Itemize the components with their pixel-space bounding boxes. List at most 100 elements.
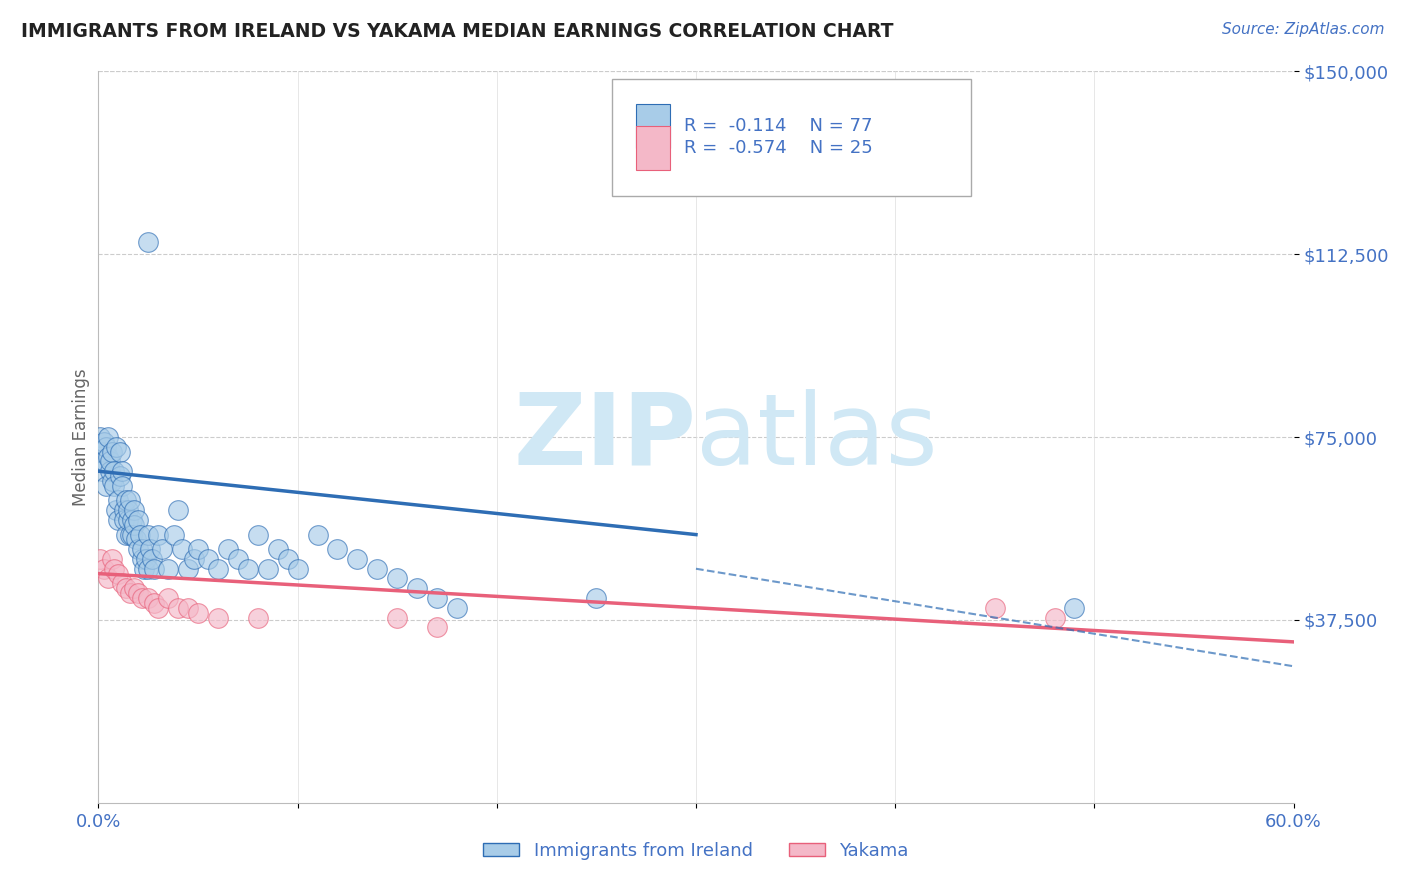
Text: IMMIGRANTS FROM IRELAND VS YAKAMA MEDIAN EARNINGS CORRELATION CHART: IMMIGRANTS FROM IRELAND VS YAKAMA MEDIAN… [21,22,894,41]
Point [187,542,209,557]
Point [103,464,125,478]
Point [157,591,180,605]
Point [136,235,159,249]
Point [167,600,190,615]
Point [366,562,388,576]
Point [127,513,149,527]
Point [115,581,138,595]
Point [172,542,194,557]
Point [111,576,134,591]
Point [385,572,409,586]
Point [197,552,219,566]
Point [148,527,170,541]
Point [98,454,122,468]
Point [131,591,153,605]
Point [110,469,132,483]
Point [96,440,118,454]
Point [246,610,269,624]
Point [177,600,200,615]
Point [150,542,173,557]
Point [111,479,134,493]
Point [267,542,290,557]
Point [121,513,143,527]
Point [101,474,124,488]
Point [157,562,180,576]
Point [107,493,129,508]
Point [1063,600,1085,615]
Point [112,513,135,527]
Point [124,503,146,517]
Point [120,493,142,508]
Point [307,527,329,541]
Text: atlas: atlas [696,389,938,485]
Point [585,591,607,605]
Point [93,562,115,576]
Point [101,552,124,566]
Point [120,586,142,600]
Point [131,542,153,557]
Text: R =  -0.574    N = 25: R = -0.574 N = 25 [685,139,873,157]
Point [287,562,309,576]
Point [111,464,134,478]
Point [207,562,229,576]
Point [124,517,146,532]
Point [346,552,368,566]
Point [167,503,190,517]
Point [984,600,1007,615]
Point [236,562,259,576]
Point [101,444,124,458]
Point [125,533,148,547]
Point [107,566,129,581]
Point [141,552,163,566]
Point [117,513,139,527]
Point [127,586,149,600]
Point [426,591,449,605]
Point [124,581,146,595]
Point [107,513,129,527]
Point [246,527,269,541]
Point [143,596,166,610]
Point [277,552,299,566]
Point [136,591,159,605]
Point [93,454,115,468]
Point [89,430,111,444]
Point [131,552,153,566]
Point [103,562,125,576]
Point [105,503,128,517]
Text: R =  -0.114    N = 77: R = -0.114 N = 77 [685,117,873,136]
Point [326,542,349,557]
Point [207,610,229,624]
Point [217,542,239,557]
Text: Source: ZipAtlas.com: Source: ZipAtlas.com [1222,22,1385,37]
Point [115,493,138,508]
Point [148,600,170,615]
Y-axis label: Median Earnings: Median Earnings [72,368,90,506]
Point [98,464,122,478]
Point [177,562,200,576]
Point [110,444,132,458]
FancyBboxPatch shape [613,78,972,195]
Point [115,527,138,541]
Point [103,479,125,493]
Point [139,542,162,557]
Point [136,562,159,576]
Point [105,440,128,454]
Point [1043,610,1066,624]
Point [97,450,120,464]
Point [135,552,157,566]
Text: ZIP: ZIP [513,389,696,485]
Point [163,527,186,541]
Point [446,600,468,615]
Point [426,620,449,634]
FancyBboxPatch shape [637,104,669,148]
Point [183,552,205,566]
Point [91,464,114,478]
Point [256,562,278,576]
Point [226,552,249,566]
Point [385,610,409,624]
Point [187,606,209,620]
Point [136,527,159,541]
Point [121,527,143,541]
Point [93,434,115,449]
Point [97,572,120,586]
